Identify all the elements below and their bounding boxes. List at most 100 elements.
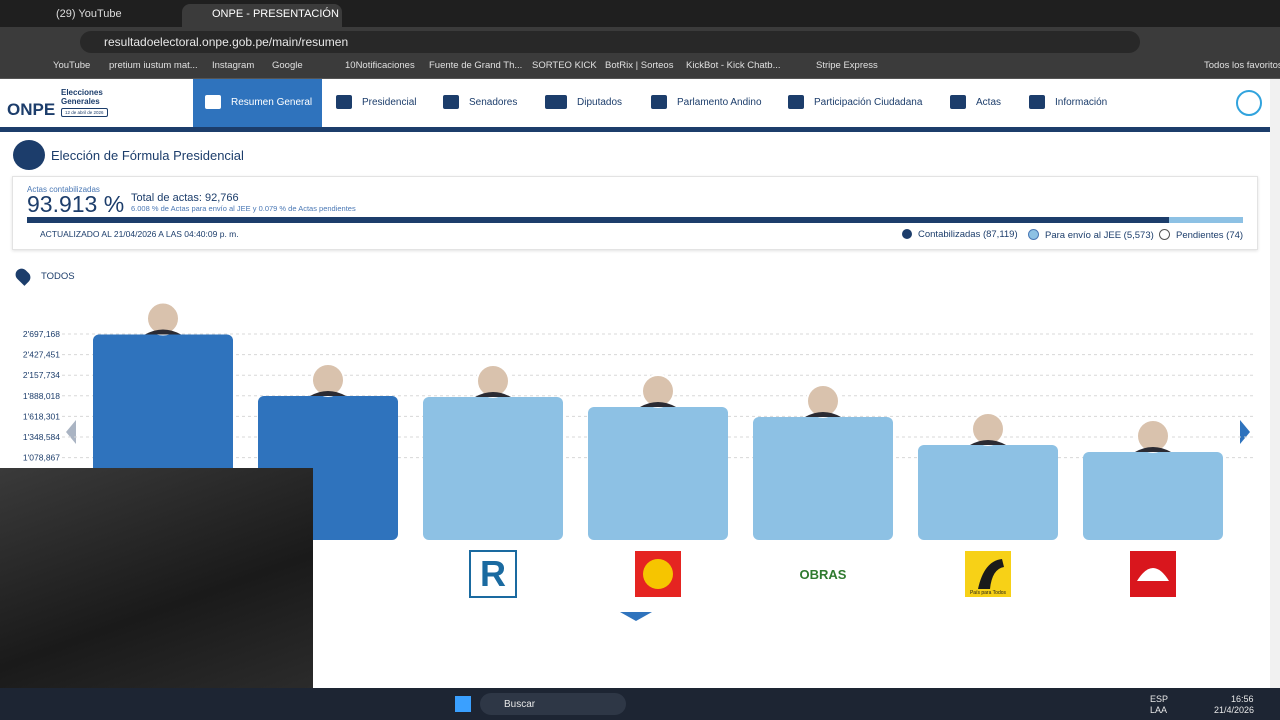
nav-label: Participación Ciudadana <box>814 97 923 108</box>
search-text: Buscar <box>504 699 536 710</box>
candidate-suit <box>970 439 1006 445</box>
event-name: Elecciones Generales <box>61 88 103 106</box>
nav-label: Información <box>1055 97 1108 108</box>
legend-item: Pendientes (74) <box>1159 229 1243 241</box>
webcam-overlay <box>0 468 313 688</box>
prev-arrow[interactable] <box>66 420 76 444</box>
nav-item[interactable]: Información <box>1029 79 1107 127</box>
nav-icon <box>1029 95 1045 110</box>
location-icon <box>13 266 33 286</box>
legend-label: Contabilizadas (87,119) <box>918 229 1018 240</box>
party-logo-text: País para Todos <box>970 590 1007 596</box>
detail: 6.008 % de Actas para envío al JEE y 0.0… <box>131 204 356 213</box>
clock-date: 21/4/2026 <box>1214 705 1255 715</box>
progress-fill <box>27 217 1169 223</box>
bar <box>753 417 893 540</box>
counted-percent: 93.913 % <box>27 191 125 217</box>
bookmark[interactable]: Todos los favoritos <box>1204 60 1280 71</box>
section-title: Elección de Fórmula Presidencial <box>51 148 244 163</box>
nav-underline <box>0 127 1270 132</box>
lang: ESP <box>1150 694 1169 704</box>
next-arrow[interactable] <box>1240 420 1250 444</box>
bookmark[interactable]: Stripe Express <box>816 60 878 71</box>
address-bar[interactable]: resultadoelectoral.onpe.gob.pe/main/resu… <box>80 31 1140 53</box>
nav-item[interactable]: Participación Ciudadana <box>788 79 922 127</box>
summary-card <box>12 176 1258 250</box>
layout: LAA <box>1150 705 1168 715</box>
bar <box>588 407 728 540</box>
legend-label: Para envío al JEE (5,573) <box>1045 230 1154 241</box>
clock-time: 16:56 <box>1231 694 1254 704</box>
counted-label: Actas contabilizadas <box>27 185 100 194</box>
updated: ACTUALIZADO AL 21/04/2026 A LAS 04:40:09… <box>40 229 239 239</box>
bookmark[interactable]: pretium iustum mat... <box>109 60 198 71</box>
nav-item[interactable]: Presidencial <box>336 79 416 127</box>
total-actas: Total de actas: 92,766 <box>131 192 239 204</box>
event-date: 12 de abril de 2026 <box>61 108 108 117</box>
nav-icon <box>205 95 221 110</box>
filter[interactable]: TODOS <box>41 271 75 282</box>
emblem <box>13 140 45 170</box>
nav-item[interactable]: Parlamento Andino <box>651 79 762 127</box>
accessibility-button[interactable] <box>1236 90 1262 116</box>
nav-icon <box>545 95 567 110</box>
legend-item: Para envío al JEE (5,573) <box>1028 229 1154 241</box>
chart: 2'697,168 2'427,451 2'157,734 1'888,018 1'61… <box>23 301 1255 621</box>
nav-item[interactable]: Diputados <box>545 79 622 127</box>
party-logo <box>469 550 517 598</box>
nav-item[interactable]: Actas <box>950 79 1001 127</box>
tab[interactable]: (29) YouTube <box>56 8 122 20</box>
nav-icon <box>443 95 459 110</box>
nav-icon <box>950 95 966 110</box>
nav-item[interactable]: Senadores <box>443 79 517 127</box>
party-logo-text: R <box>480 553 506 594</box>
bar <box>1083 452 1223 540</box>
nav-icon <box>651 95 667 110</box>
progress-bar <box>27 217 1243 223</box>
party-logo-text: OBRAS <box>800 567 847 582</box>
bookmark[interactable]: Google <box>272 60 303 71</box>
nav-item[interactable]: Resumen General <box>193 79 322 127</box>
candidate-suit <box>640 402 676 408</box>
candidate-suit <box>475 392 511 398</box>
candidate-suit <box>310 391 346 397</box>
nav-label: Resumen General <box>231 97 313 108</box>
search-box[interactable] <box>480 693 626 715</box>
nav-label: Diputados <box>577 97 623 108</box>
bookmark[interactable]: YouTube <box>53 60 91 71</box>
bookmarks-bar <box>0 56 1280 79</box>
logo[interactable]: ONPE <box>7 100 56 119</box>
bookmark[interactable]: 10Notificaciones <box>345 60 415 71</box>
tab[interactable]: ONPE - PRESENTACIÓN DE RES <box>182 4 342 27</box>
y-tick-label: 1'618,301 <box>23 411 60 421</box>
scrollbar[interactable] <box>1270 79 1280 688</box>
selector-arrow <box>620 612 652 621</box>
nav-label: Parlamento Andino <box>677 97 762 108</box>
bookmark[interactable]: SORTEO KICK <box>532 60 597 71</box>
y-tick-label: 1'888,018 <box>23 391 60 401</box>
nav-label: Presidencial <box>362 97 417 108</box>
legend-dot <box>902 229 912 239</box>
party-logo-road <box>978 559 1004 589</box>
legend-dot <box>1028 229 1039 240</box>
y-tick-label: 2'697,168 <box>23 329 60 339</box>
bookmark[interactable]: KickBot - Kick Chatb... <box>686 60 781 71</box>
bookmark[interactable]: Instagram <box>212 60 255 71</box>
candidate-photo <box>476 364 510 399</box>
candidate-suit <box>145 329 181 335</box>
y-tick-label: 2'157,734 <box>23 370 60 380</box>
party-logo-sun <box>643 559 673 589</box>
bar <box>423 397 563 540</box>
nav-icon <box>788 95 804 110</box>
y-tick-label: 2'427,451 <box>23 350 60 360</box>
bookmark[interactable]: Fuente de Grand Th... <box>429 60 523 71</box>
bookmark[interactable]: BotRix | Sorteos <box>605 60 674 71</box>
start-button[interactable] <box>455 696 471 712</box>
candidate-photo <box>641 374 675 409</box>
candidate-suit <box>805 412 841 418</box>
taskbar <box>0 688 1280 720</box>
nav-icon <box>336 95 352 110</box>
candidate-suit <box>1135 447 1171 453</box>
